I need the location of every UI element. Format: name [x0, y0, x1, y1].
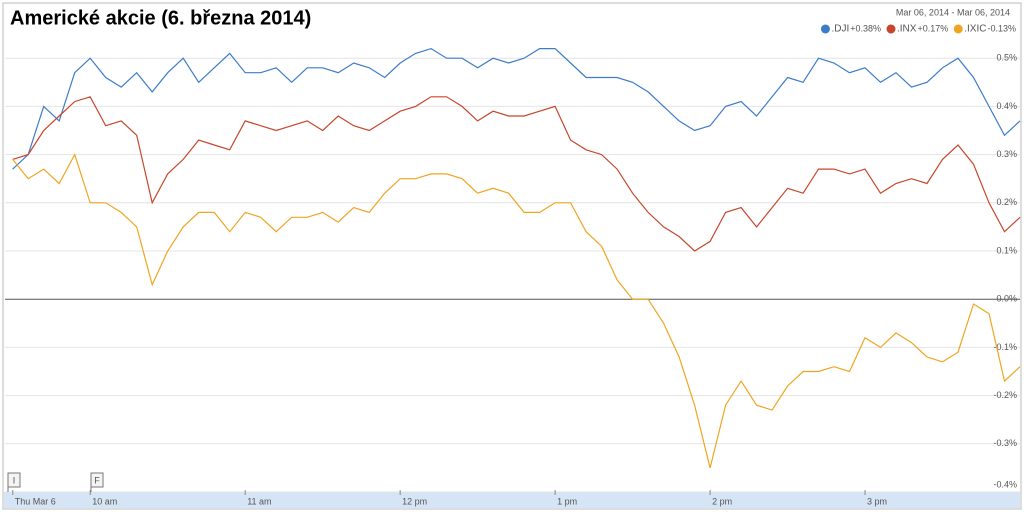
series-line [12, 153, 1021, 469]
legend-change: +0.17% [917, 23, 948, 33]
legend-name: .DJI [831, 24, 849, 35]
flag-label: F [94, 475, 100, 485]
y-tick-label: 0.5% [996, 53, 1017, 63]
y-tick-label: -0.1% [993, 342, 1017, 352]
y-tick-label: 0.0% [996, 294, 1017, 304]
legend-name: .IXIC [964, 24, 986, 35]
x-tick-label: 3 pm [867, 496, 887, 506]
x-tick-label: 2 pm [712, 496, 732, 506]
legend-change: -0.13% [987, 23, 1016, 33]
y-tick-label: -0.3% [993, 438, 1017, 448]
legend-name: .INX [897, 24, 917, 35]
y-tick-label: -0.4% [993, 479, 1017, 489]
y-tick-label: 0.3% [996, 149, 1017, 159]
legend-swatch [886, 24, 896, 34]
x-tick-label: 12 pm [402, 496, 427, 506]
y-tick-label: 0.2% [996, 197, 1017, 207]
legend-swatch [953, 24, 963, 34]
x-tick-label: Thu Mar 6 [15, 496, 56, 506]
y-tick-label: 0.4% [996, 101, 1017, 111]
x-tick-label: 11 am [247, 496, 271, 506]
x-tick-label: 10 am [92, 496, 117, 506]
series-line [12, 47, 1021, 170]
date-range: Mar 06, 2014 - Mar 06, 2014 [896, 7, 1010, 17]
legend-swatch [820, 24, 830, 34]
y-tick-label: -0.2% [993, 390, 1017, 400]
x-tick-label: 1 pm [557, 496, 577, 506]
legend-change: +0.38% [850, 23, 881, 33]
y-tick-label: 0.1% [996, 245, 1017, 255]
time-axis-band [4, 492, 1020, 508]
flag-label: I [13, 475, 16, 485]
chart-title: Americké akcie (6. března 2014) [10, 7, 311, 29]
series-line [12, 96, 1021, 252]
